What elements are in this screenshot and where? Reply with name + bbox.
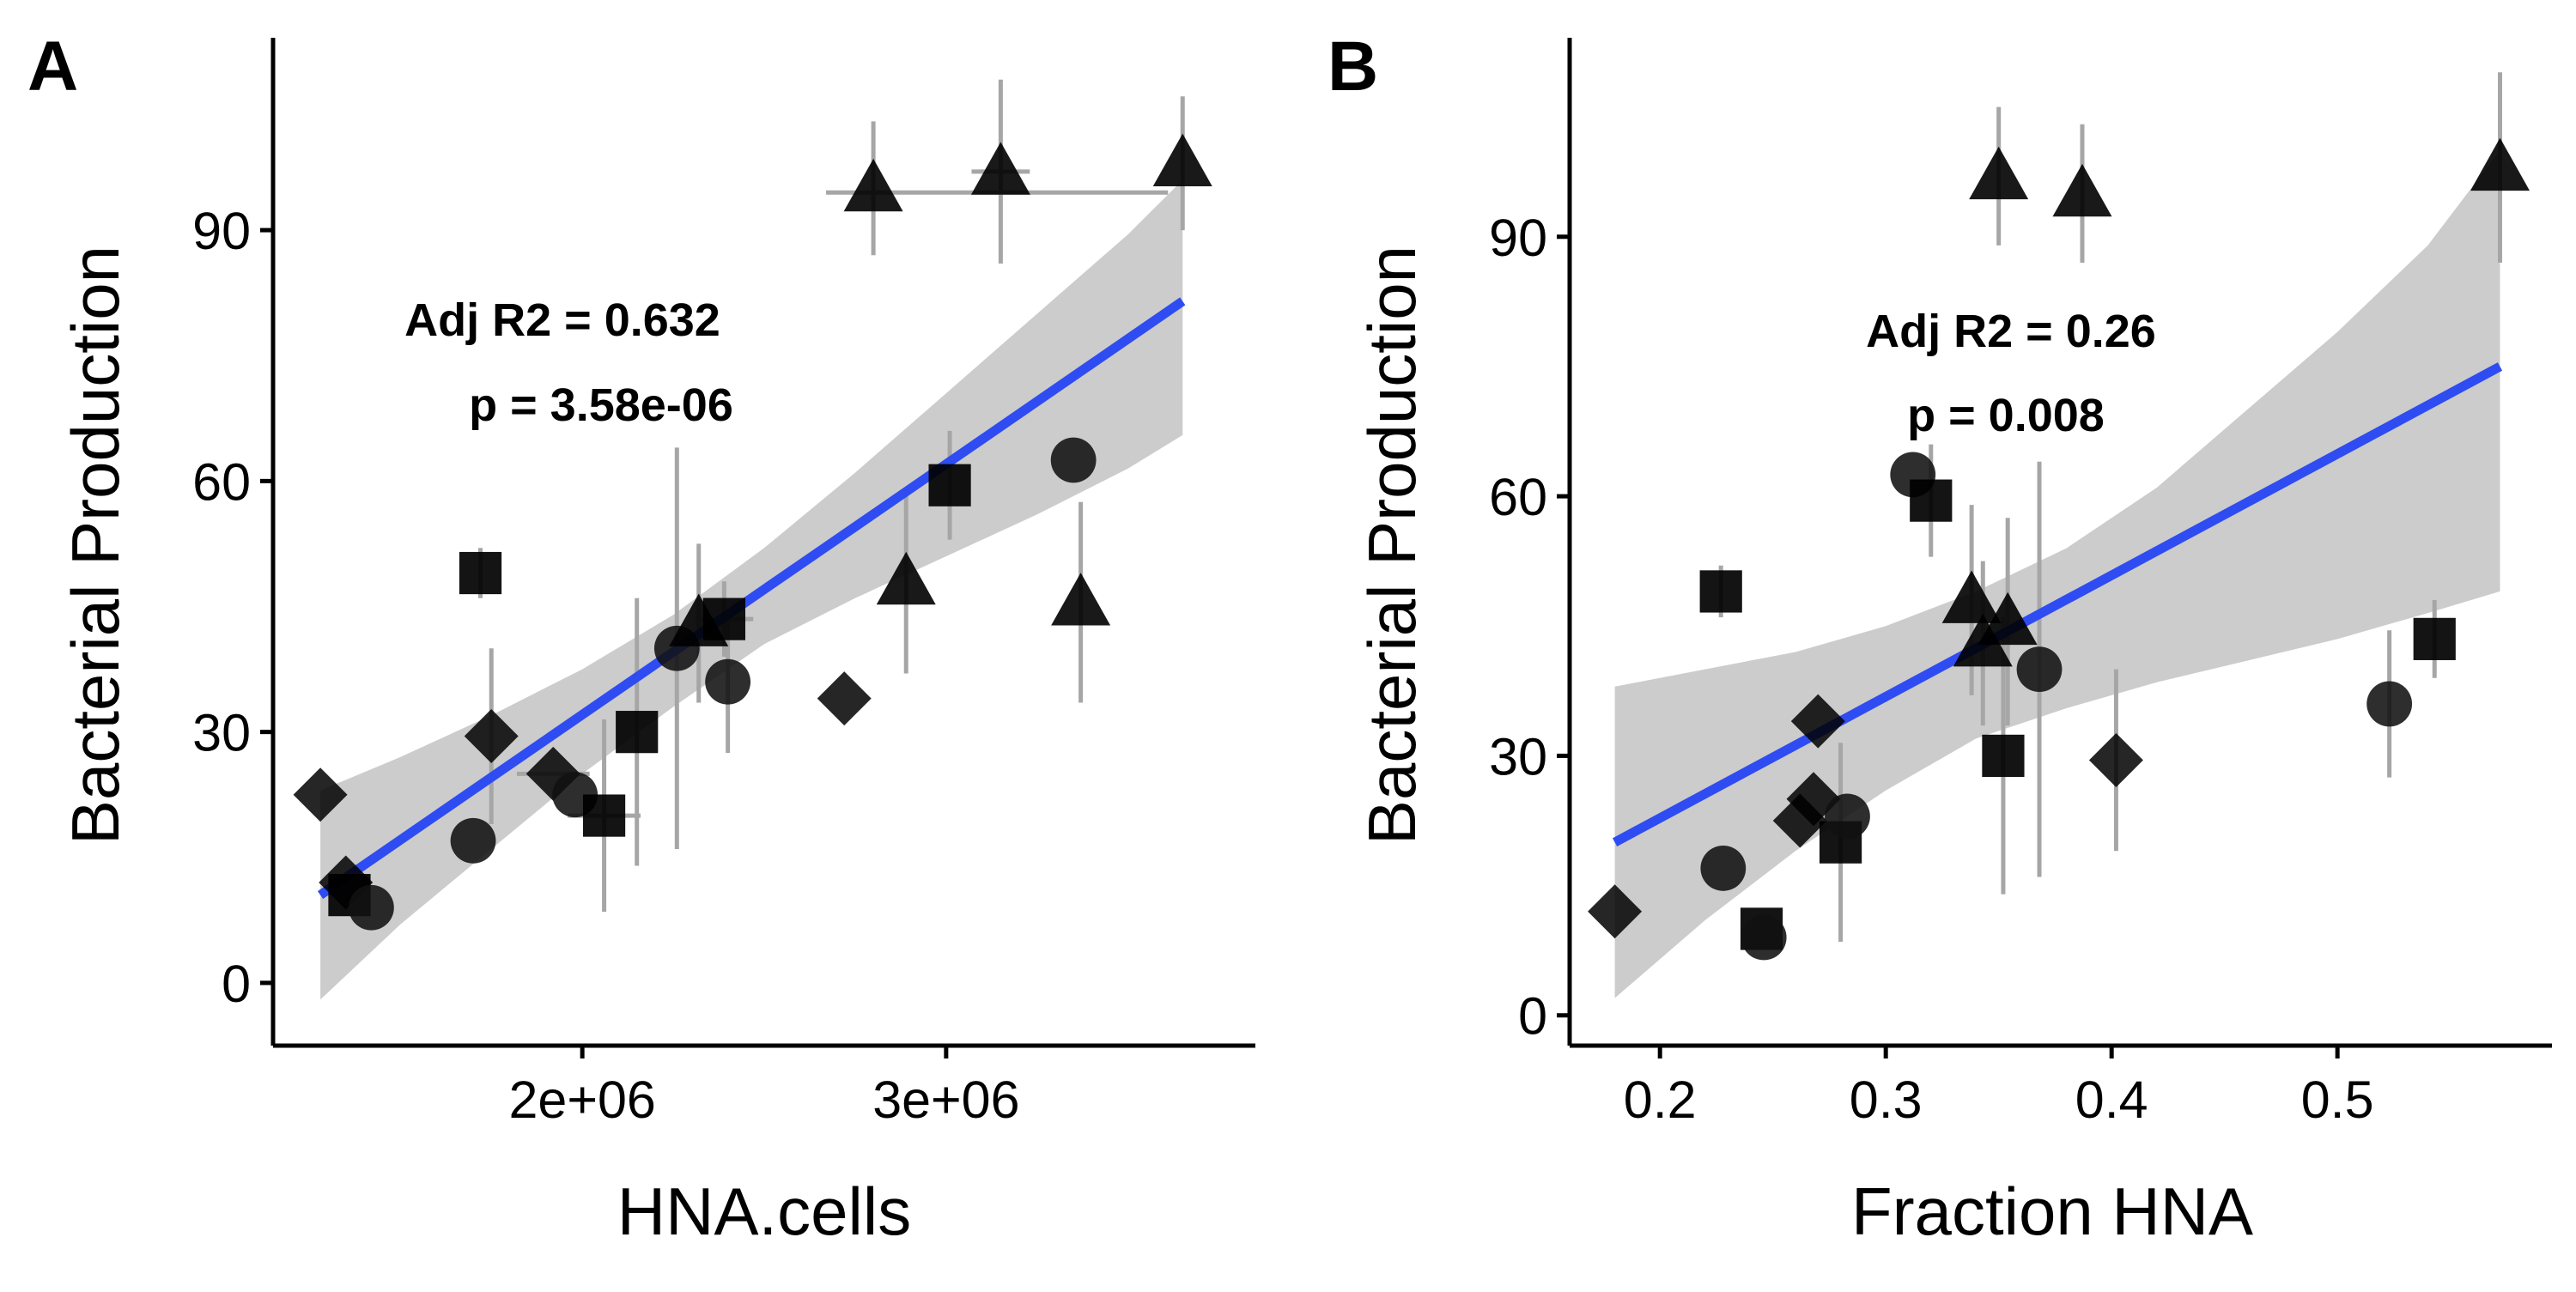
- data-point-triangle-16: [1978, 591, 2038, 646]
- data-point-square-11: [1910, 479, 1953, 522]
- y-tick-label-3: 90: [192, 202, 251, 260]
- data-point-circle-4: [450, 817, 496, 864]
- data-point-triangle-22: [1051, 573, 1111, 626]
- y-tick-label-0: 0: [222, 955, 251, 1013]
- data-point-circle-3: [349, 884, 394, 931]
- regression-line: [317, 297, 1186, 900]
- panel-a-adj-r2: Adj R2 = 0.632: [404, 294, 720, 346]
- confidence-band: [320, 179, 1183, 1000]
- y-tick-label-1: 30: [192, 704, 251, 762]
- data-point-diamond-19: [2088, 732, 2143, 787]
- panel-b-p-value: p = 0.008: [1907, 390, 2105, 441]
- data-point-triangle-23: [1152, 133, 1212, 187]
- data-point-square-5: [459, 551, 502, 595]
- data-point-square-1: [1699, 570, 1742, 613]
- data-point-triangle-19: [970, 142, 1030, 195]
- y-tick-label-1: 30: [1489, 727, 1547, 786]
- data-point-triangle-22: [2470, 137, 2530, 191]
- panel-a-label: A: [27, 27, 78, 106]
- data-point-square-18: [928, 464, 971, 506]
- data-point-circle-2: [1700, 846, 1747, 891]
- data-point-triangle-12: [1941, 570, 2002, 623]
- panel-b-x-axis-title: Fraction HNA: [1851, 1174, 2253, 1249]
- data-point-square-21: [2413, 617, 2456, 660]
- data-point-circle-21: [1050, 437, 1097, 483]
- data-point-circle-14: [705, 658, 751, 705]
- confidence-band: [1614, 150, 2500, 998]
- data-point-diamond-0: [293, 767, 348, 822]
- panel-a-y-axis-title: Bacterial Production: [58, 246, 133, 845]
- x-tick-label-0: 2e+06: [508, 1071, 655, 1129]
- data-point-square-13: [702, 597, 745, 640]
- y-tick-label-3: 90: [1489, 209, 1547, 267]
- x-tick-label-2: 0.4: [2075, 1071, 2148, 1129]
- data-point-square-9: [582, 794, 626, 837]
- data-point-triangle-14: [1969, 146, 2029, 200]
- data-point-circle-9: [1825, 793, 1870, 840]
- data-point-diamond-15: [817, 671, 872, 726]
- panel-b-adj-r2: Adj R2 = 0.26: [1866, 306, 2156, 357]
- panel-a: A 0 30 60 90 2e+06 3e+06 Adj R2 = 0.632 p = 3…: [27, 27, 1255, 1249]
- data-point-square-10: [616, 711, 659, 754]
- data-point-diamond-7: [1790, 694, 1845, 749]
- panel-b-y-axis-title: Bacterial Production: [1354, 246, 1430, 845]
- x-tick-label-0: 0.2: [1624, 1071, 1697, 1129]
- data-point-diamond-6: [464, 709, 519, 764]
- y-tick-label-2: 60: [1489, 468, 1547, 526]
- data-point-circle-4: [1741, 914, 1787, 961]
- data-point-triangle-16: [843, 158, 903, 212]
- data-point-triangle-18: [2052, 163, 2112, 217]
- panel-a-p-value: p = 3.58e-06: [469, 379, 733, 431]
- regression-line: [1612, 362, 2503, 847]
- data-point-diamond-0: [1588, 884, 1643, 939]
- panel-a-x-axis-title: HNA.cells: [617, 1174, 911, 1249]
- data-point-triangle-17: [876, 551, 936, 605]
- y-tick-label-0: 0: [1518, 987, 1547, 1046]
- x-tick-label-1: 3e+06: [872, 1071, 1019, 1129]
- panel-b-label: B: [1327, 27, 1378, 106]
- data-point-circle-20: [2366, 681, 2413, 727]
- x-tick-label-3: 0.5: [2301, 1071, 2374, 1129]
- data-point-square-15: [1982, 734, 2025, 778]
- x-tick-label-1: 0.3: [1850, 1071, 1923, 1129]
- data-point-circle-17: [2016, 646, 2063, 693]
- panel-b: B 0 30 60 90 0.2 0.3 0.4 0.5 Adj R2 = 0.26 p = …: [1327, 27, 2552, 1249]
- y-tick-label-2: 60: [192, 452, 251, 511]
